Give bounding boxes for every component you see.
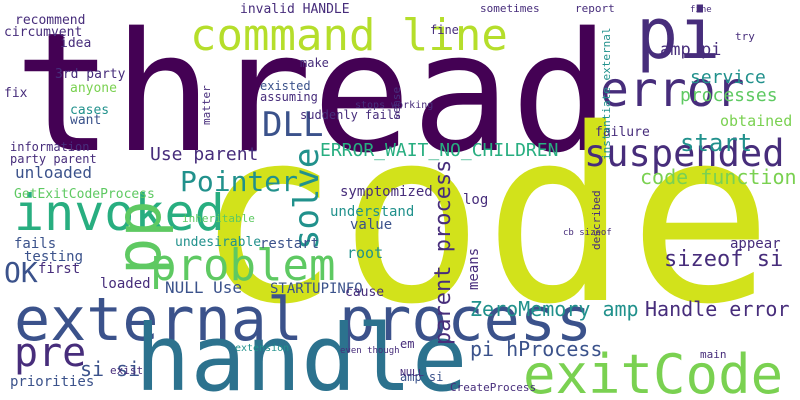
word: information (10, 140, 89, 154)
word: exitCode (523, 343, 783, 400)
word: ZeroMemory amp (470, 297, 639, 321)
word: means (466, 248, 482, 290)
word: 3rd party (55, 67, 126, 82)
word: error (600, 62, 745, 118)
word: party parent (10, 152, 97, 166)
word: processes (680, 85, 778, 106)
word: code function (640, 165, 797, 189)
word: first (38, 261, 80, 277)
word: instantiate external (600, 28, 613, 160)
word: Handle error (645, 297, 790, 321)
word: Use parent (150, 144, 258, 165)
word: service (690, 67, 766, 88)
word: invoked (14, 184, 225, 242)
word: fine (690, 5, 712, 15)
word: sizeof si (664, 247, 783, 272)
word: sense (390, 87, 403, 120)
word: main (700, 348, 727, 361)
word: problem (150, 240, 335, 291)
word: root (347, 244, 383, 262)
word: appear (730, 236, 781, 252)
word: described (590, 190, 603, 250)
word: NULL (400, 368, 424, 379)
word: amp si (400, 370, 443, 384)
word: cause (345, 285, 384, 300)
word: DLL (262, 105, 323, 145)
word: fails (14, 236, 56, 252)
word: recommend (15, 13, 85, 28)
word: failure (595, 125, 650, 140)
word: fix (4, 86, 28, 101)
word: priorities (10, 374, 94, 390)
word: GetExitCodeProcess (14, 187, 155, 202)
word: exist (110, 364, 143, 377)
word: cases (70, 103, 109, 118)
word: code (195, 77, 773, 357)
word: pp (102, 200, 175, 275)
word: even though (340, 346, 400, 356)
word: obtained (720, 112, 792, 130)
word: try (735, 30, 755, 43)
word: external process (14, 285, 592, 355)
word: handle (135, 305, 467, 400)
word: assuming (260, 90, 318, 104)
word: make (300, 56, 329, 70)
word: report (575, 2, 615, 15)
word: ERROR_WAIT_NO_CHILDREN (320, 140, 558, 161)
word: pre (14, 330, 86, 376)
word: invalid HANDLE (240, 2, 350, 17)
word: idea (60, 36, 91, 51)
word: suspended (584, 132, 784, 175)
word: loaded (100, 276, 151, 292)
word: value (350, 217, 392, 233)
word: OK (4, 256, 38, 289)
word: CreateProcess (450, 381, 536, 394)
word: start (680, 129, 752, 157)
word: restart (260, 236, 319, 252)
word: sometimes (480, 2, 540, 15)
word: cb sizeof (563, 228, 612, 238)
word: amp pi (660, 40, 721, 60)
word: extension (235, 343, 289, 354)
word: circumvent (4, 25, 82, 40)
word: symptomized (340, 184, 433, 200)
word: Pointer (180, 165, 298, 198)
word: matter (200, 85, 213, 125)
word: fine (430, 23, 459, 37)
word: STARTUPINFO (270, 281, 363, 297)
word: pi hProcess (470, 337, 602, 361)
word: unloaded (15, 163, 92, 182)
word: pi (636, 0, 720, 75)
word: NULL Use (165, 278, 242, 297)
word: want (70, 113, 101, 128)
word: understand (330, 204, 414, 220)
word: si si (80, 357, 140, 381)
word: suddenly fails (300, 108, 401, 122)
word: existed (260, 79, 311, 93)
word: testing (24, 249, 83, 265)
word: command line (190, 10, 508, 61)
word: em (400, 337, 414, 351)
word: solve (287, 148, 327, 250)
word: stops working (355, 100, 433, 111)
word: thread (14, 0, 610, 189)
word: inheritable (182, 212, 255, 225)
word: log (463, 192, 488, 208)
word: anyone (70, 81, 117, 96)
word: parent process (431, 160, 456, 345)
word: undesirable (175, 235, 261, 250)
